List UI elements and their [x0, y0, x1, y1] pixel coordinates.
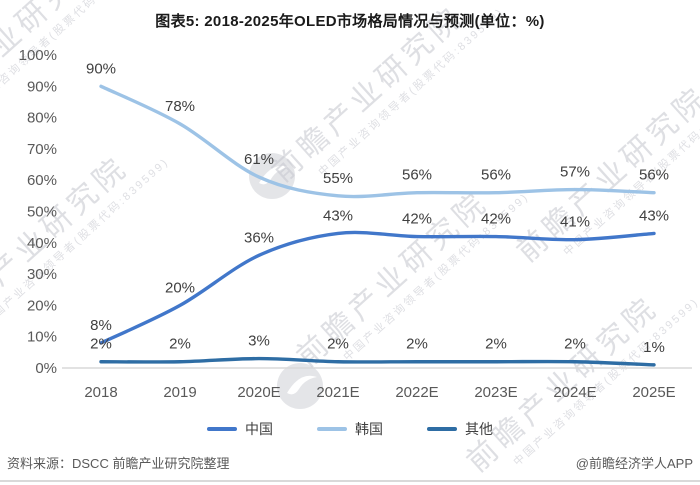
svg-text:56%: 56% — [402, 167, 432, 184]
svg-text:2%: 2% — [485, 336, 507, 353]
legend-swatch-other — [427, 427, 457, 431]
svg-text:42%: 42% — [402, 211, 432, 228]
legend-label-korea: 韩国 — [355, 421, 383, 437]
svg-text:2%: 2% — [406, 336, 428, 353]
svg-text:61%: 61% — [244, 151, 274, 168]
legend-item-korea: 韩国 — [317, 419, 383, 439]
svg-text:55%: 55% — [323, 170, 353, 187]
source-text: 资料来源：DSCC 前瞻产业研究院整理 — [7, 456, 230, 471]
svg-text:36%: 36% — [244, 229, 274, 246]
svg-text:90%: 90% — [27, 78, 57, 95]
svg-text:2025E: 2025E — [632, 384, 675, 401]
svg-text:40%: 40% — [27, 235, 57, 252]
svg-text:70%: 70% — [27, 141, 57, 158]
svg-text:56%: 56% — [481, 167, 511, 184]
legend-item-china: 中国 — [207, 419, 273, 439]
svg-text:56%: 56% — [639, 167, 669, 184]
svg-text:2%: 2% — [90, 336, 112, 353]
svg-text:8%: 8% — [90, 317, 112, 334]
svg-text:3%: 3% — [248, 333, 270, 350]
svg-text:57%: 57% — [560, 164, 590, 181]
svg-text:2%: 2% — [564, 336, 586, 353]
svg-text:10%: 10% — [27, 329, 57, 346]
legend-label-china: 中国 — [245, 421, 273, 437]
svg-text:1%: 1% — [643, 339, 665, 356]
svg-text:2020E: 2020E — [237, 384, 280, 401]
svg-text:2021E: 2021E — [316, 384, 359, 401]
svg-text:2024E: 2024E — [553, 384, 596, 401]
svg-text:42%: 42% — [481, 211, 511, 228]
legend-item-other: 其他 — [427, 419, 493, 439]
svg-text:2019: 2019 — [163, 384, 196, 401]
svg-text:80%: 80% — [27, 110, 57, 127]
chart-title: 图表5: 2018-2025年OLED市场格局情况与预测(单位：%) — [155, 13, 545, 30]
svg-text:41%: 41% — [560, 214, 590, 231]
legend-label-other: 其他 — [465, 421, 493, 437]
legend-swatch-china — [207, 427, 237, 431]
chart-legend: 中国 韩国 其他 — [0, 419, 700, 439]
svg-text:2%: 2% — [169, 336, 191, 353]
svg-text:2%: 2% — [327, 336, 349, 353]
bottom-divider — [0, 480, 700, 482]
svg-text:43%: 43% — [639, 207, 669, 224]
svg-text:100%: 100% — [19, 47, 57, 64]
legend-swatch-korea — [317, 427, 347, 431]
svg-text:0%: 0% — [35, 360, 57, 377]
svg-text:20%: 20% — [27, 297, 57, 314]
svg-text:30%: 30% — [27, 266, 57, 283]
svg-text:2018: 2018 — [84, 384, 117, 401]
svg-text:20%: 20% — [165, 279, 195, 296]
svg-text:2023E: 2023E — [474, 384, 517, 401]
svg-text:50%: 50% — [27, 204, 57, 221]
svg-text:43%: 43% — [323, 207, 353, 224]
chart-footer: 资料来源：DSCC 前瞻产业研究院整理 @前瞻经济学人APP — [0, 453, 700, 472]
svg-text:2022E: 2022E — [395, 384, 438, 401]
svg-text:90%: 90% — [86, 60, 116, 77]
svg-text:60%: 60% — [27, 172, 57, 189]
credit-text: @前瞻经济学人APP — [575, 456, 693, 471]
svg-text:78%: 78% — [165, 98, 195, 115]
